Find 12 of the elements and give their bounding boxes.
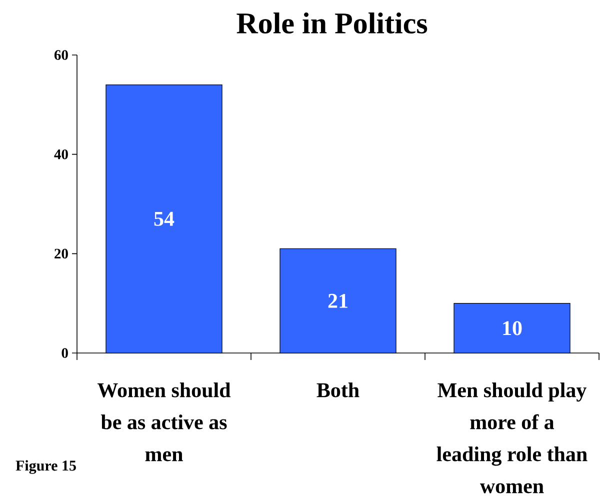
y-tick-label: 20: [54, 248, 68, 259]
data-label: 21: [328, 294, 348, 308]
y-tick-label: 60: [54, 50, 68, 60]
y-tick-label: 40: [54, 149, 68, 160]
x-tick-label: Men should play more of a leading role than women: [436, 382, 588, 494]
caption: Figure 15: [16, 460, 76, 474]
chart-title: Role in Politics: [236, 12, 428, 34]
data-label: 54: [154, 212, 174, 226]
x-tick-label: Both: [316, 382, 360, 398]
data-label: 10: [503, 321, 522, 336]
x-tick-label: Women should be as active as men: [97, 382, 231, 462]
y-tick-label: 0: [62, 348, 68, 358]
